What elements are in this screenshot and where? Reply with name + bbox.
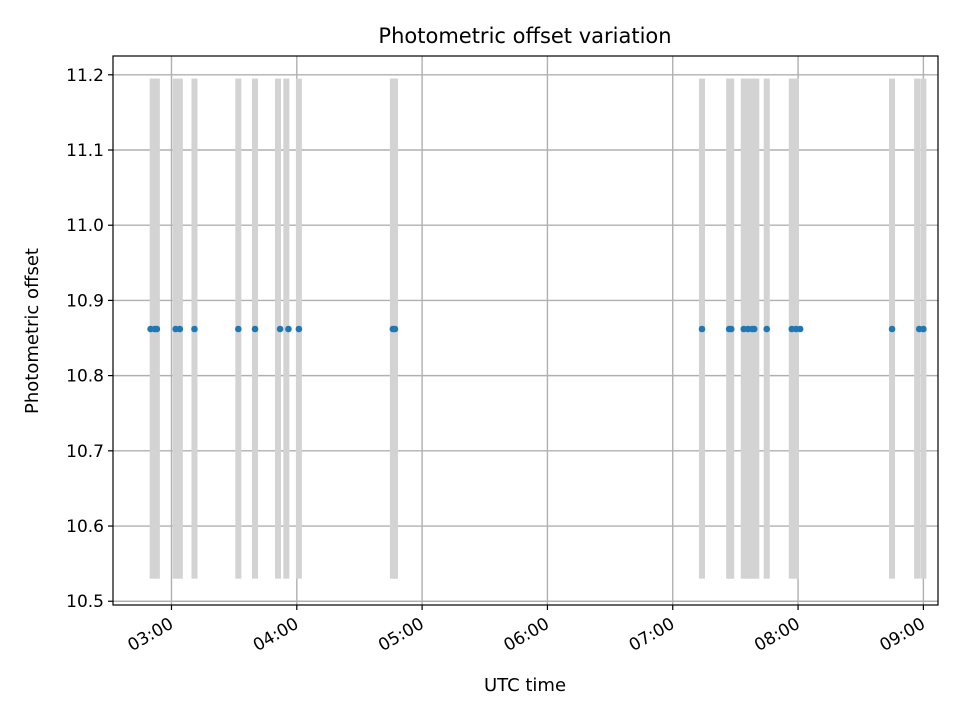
y-tick-label: 11.2: [66, 66, 104, 86]
data-point: [191, 325, 198, 333]
data-point: [920, 325, 927, 333]
y-tick-label: 10.9: [66, 291, 104, 311]
data-point: [153, 325, 161, 333]
data-point: [796, 325, 804, 333]
y-tick-label: 10.8: [66, 367, 104, 387]
data-point: [727, 325, 735, 333]
y-tick-label: 10.7: [66, 442, 104, 462]
data-point: [276, 325, 284, 333]
chart-title: Photometric offset variation: [378, 24, 671, 48]
x-axis-label: UTC time: [484, 675, 566, 696]
data-point: [698, 325, 706, 333]
plot-frame: [112, 55, 939, 606]
data-point: [176, 325, 184, 333]
data-point: [888, 325, 896, 333]
data-point: [763, 325, 771, 333]
y-tick-label: 10.5: [66, 592, 104, 612]
y-tick-label: 11.1: [66, 141, 104, 161]
data-point: [285, 325, 292, 333]
data-point: [391, 325, 399, 333]
data-point: [295, 325, 303, 333]
data-points: [147, 325, 927, 333]
y-axis-label: Photometric offset: [22, 248, 43, 414]
y-tick-label: 10.6: [66, 517, 104, 537]
data-point: [235, 325, 242, 333]
data-point: [750, 325, 758, 333]
data-point: [251, 325, 259, 333]
y-tick-label: 11.0: [66, 216, 104, 236]
